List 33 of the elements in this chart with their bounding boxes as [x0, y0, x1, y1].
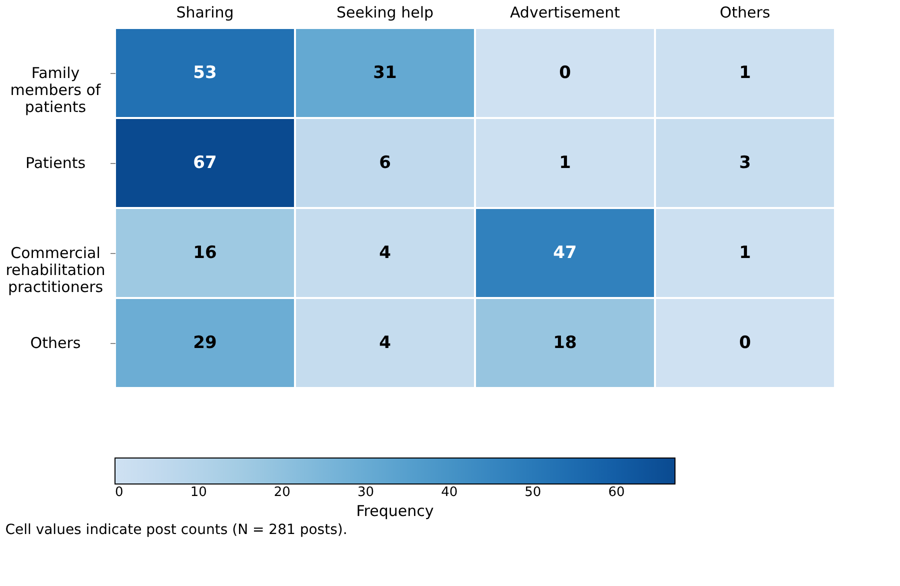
y-tick-label: Others	[30, 334, 81, 352]
data-label: 0	[739, 333, 752, 353]
text: Cell values indicate post counts (N = 281 posts).	[5, 522, 348, 538]
x-tick-label: Sharing	[176, 4, 234, 22]
color-bar-title: Frequency	[356, 502, 434, 520]
data-label: 4	[379, 333, 392, 353]
data-label: 4	[379, 243, 392, 263]
data-label: 18	[553, 333, 577, 353]
x-tick-label: Advertisement	[510, 4, 620, 22]
color-bar-label: 50	[524, 485, 542, 500]
data-label: 31	[373, 63, 397, 83]
data-label: 29	[193, 333, 217, 353]
data-label: 1	[739, 243, 751, 263]
x-tick-label: Others	[720, 4, 770, 22]
color-bar-label: 10	[190, 485, 207, 500]
color-bar-label: 0	[115, 485, 124, 500]
data-label: 16	[193, 243, 217, 263]
data-label: 0	[559, 63, 572, 83]
data-label: 47	[553, 243, 577, 263]
color-bar-label: 40	[441, 485, 458, 500]
y-tick-label: Commercial rehabilitation practitioners	[6, 244, 106, 296]
x-tick-label: Seeking help	[336, 4, 434, 22]
data-label: 1	[559, 153, 571, 173]
data-label: 53	[193, 63, 217, 83]
color-bar-label: 30	[357, 485, 374, 500]
y-tick-label: Patients	[25, 154, 86, 172]
data-label: 6	[379, 153, 391, 173]
y-tick-label: Family members of patients	[10, 64, 102, 116]
color-bar-label: 20	[274, 485, 290, 500]
color-bar-label: 60	[608, 485, 625, 500]
data-label: 3	[739, 153, 751, 173]
data-label: 1	[739, 63, 751, 83]
data-label: 67	[193, 153, 217, 173]
